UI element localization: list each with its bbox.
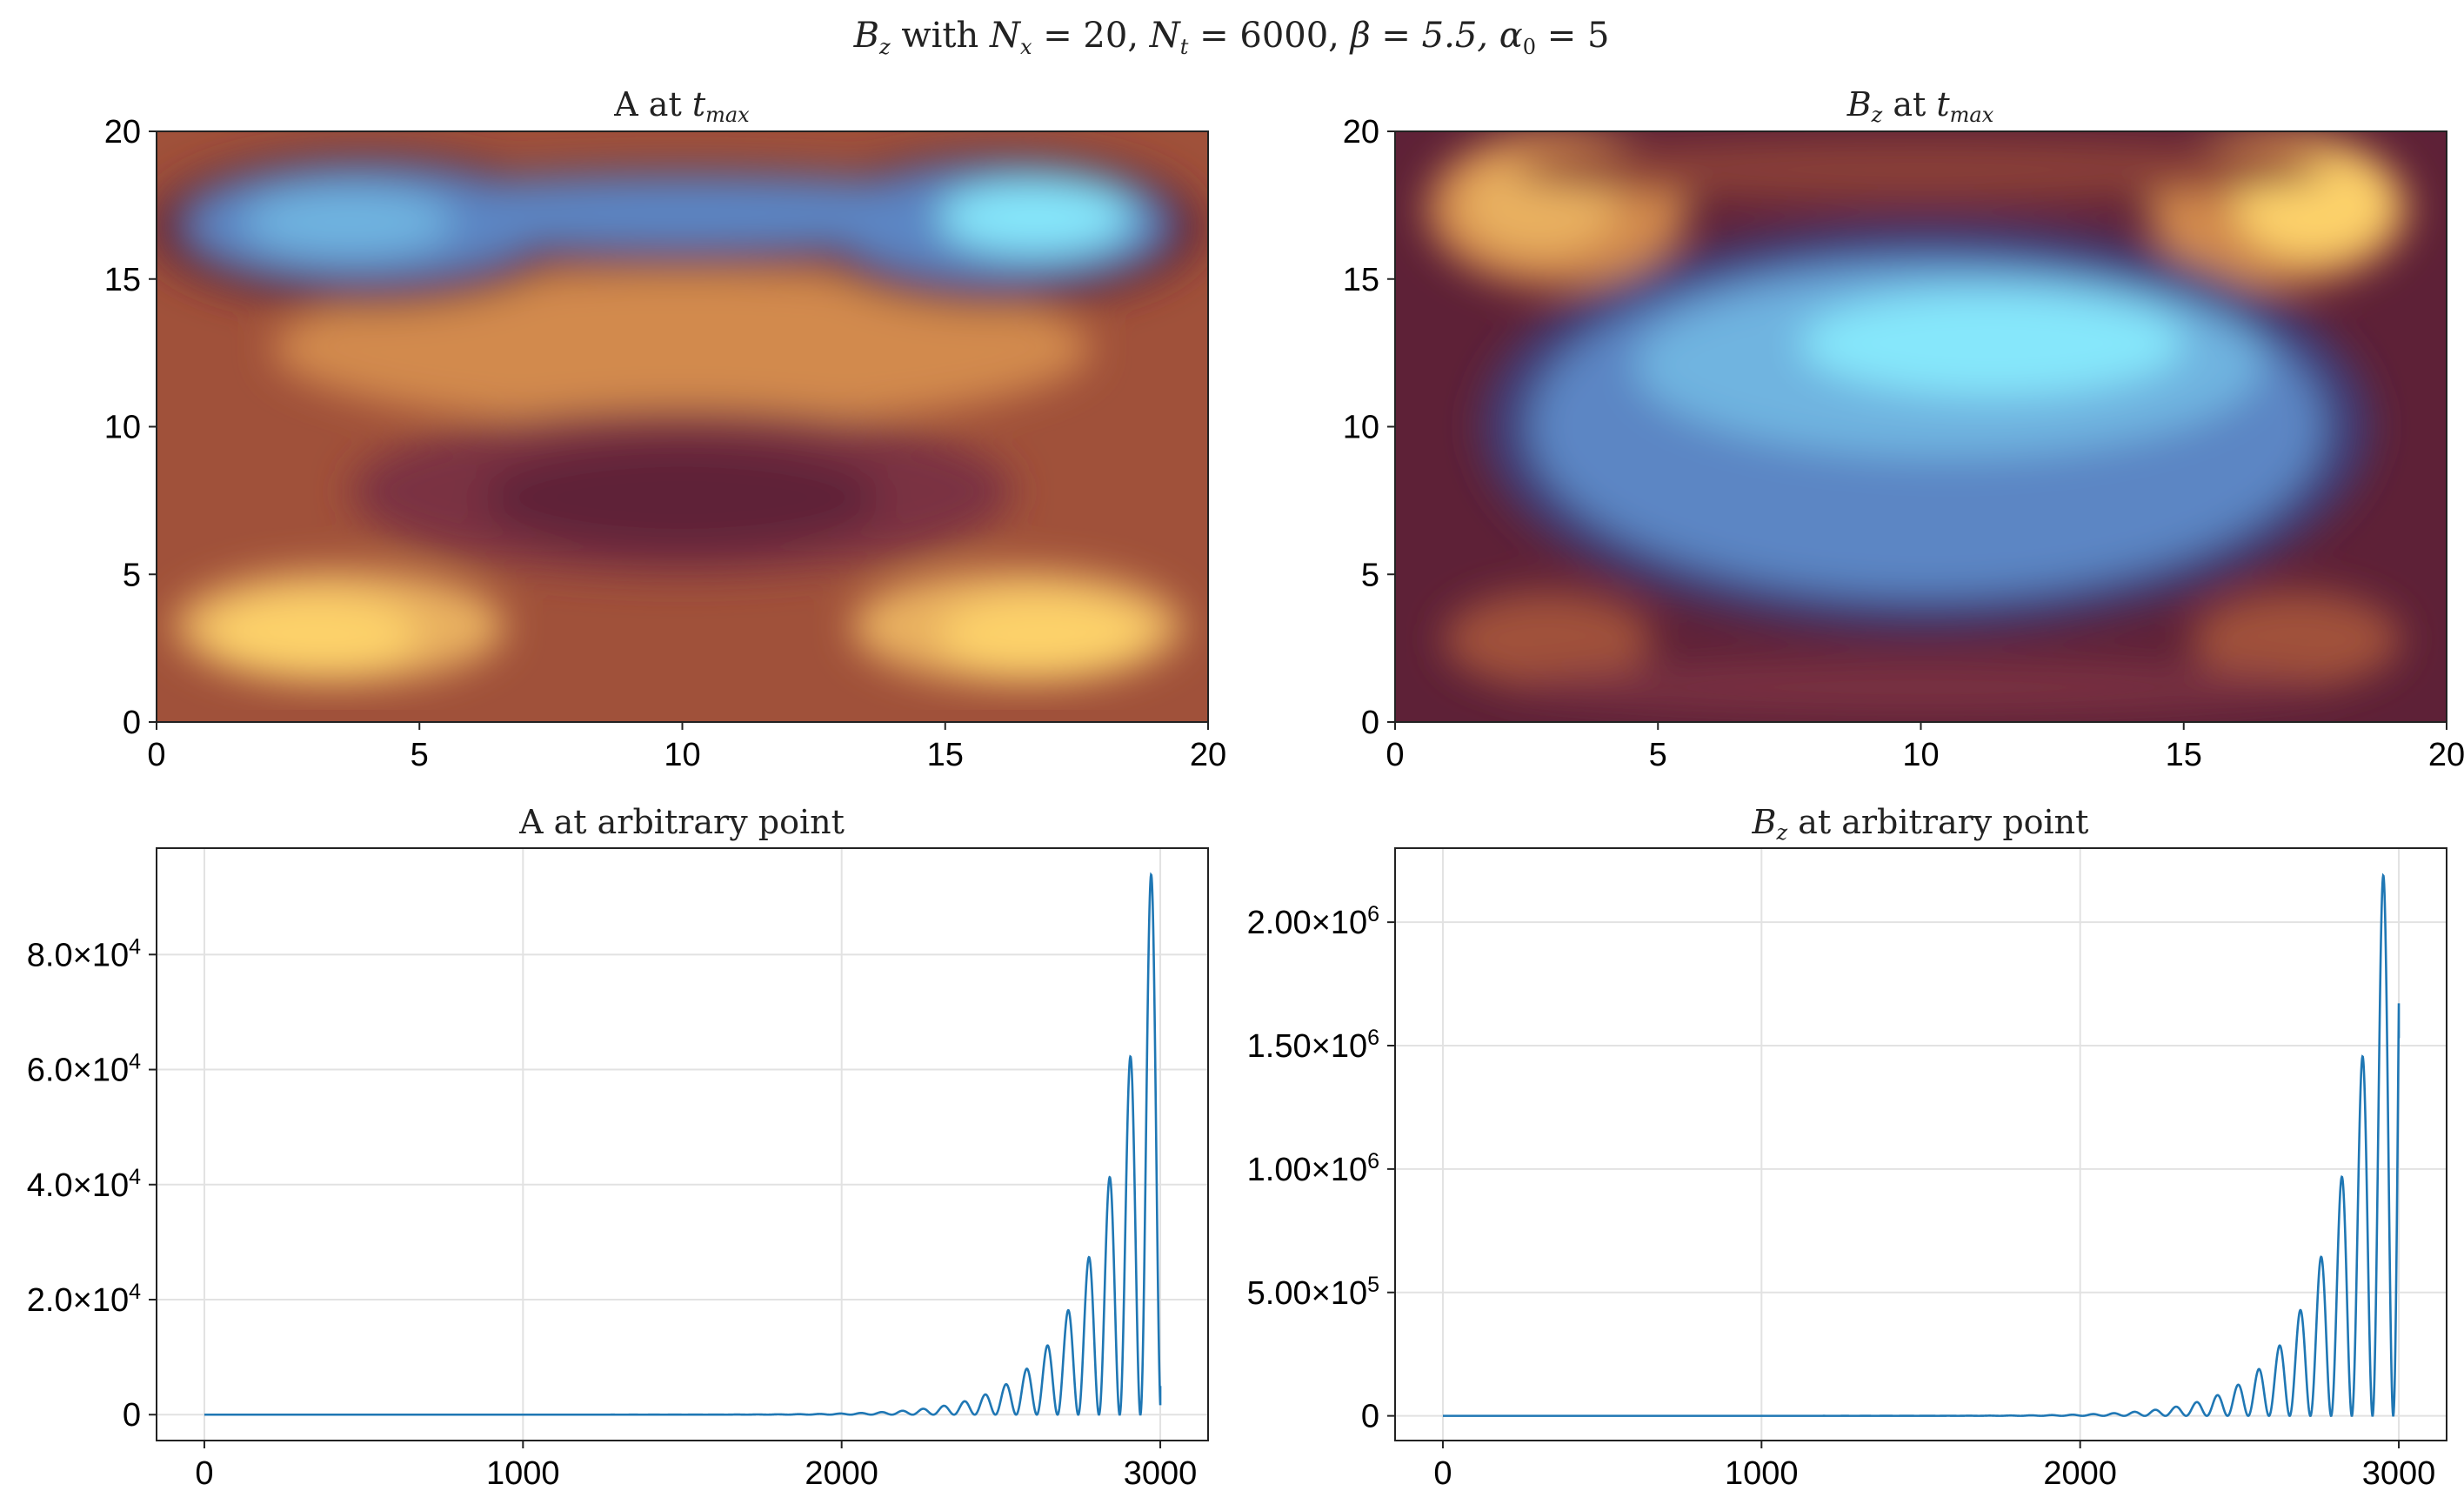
heatmap-bz-x-tick-label: 0 [1386,737,1404,773]
heatmap-a-x-tick-label: 20 [1190,737,1226,773]
heatmap-bz-x-ticks: 0 5 10 15 20 [1386,722,2464,773]
bz-line-x-tick-label: 2000 [2043,1455,2117,1492]
bz-line-y-tick-mantissa: 2.00×10 [1247,905,1367,941]
a-line-x-tick-label: 1000 [486,1455,560,1492]
heatmap-a-y-tick-label: 15 [104,262,141,298]
heatmap-bz-y-tick-label: 15 [1343,262,1379,298]
panel-bz-line: Bz at arbitrary point 0 1000 2000 3000 0 5.0… [1247,803,2447,1492]
panel-bz-heatmap: Bz at tmax 0 5 [1343,85,2464,773]
panel-title-a-heatmap: A at tmax [613,85,750,127]
heatmap-a-x-tick-label: 10 [664,737,700,773]
heatmap-bz-y-tick-label: 20 [1343,114,1379,150]
a-line-y-tick-label: 0 [123,1397,141,1434]
panel-title-a-line: A at arbitrary point [518,803,845,841]
bz-line-y-tick-mantissa: 5.00×10 [1247,1275,1367,1312]
heatmap-bz-x-tick-label: 15 [2166,737,2202,773]
panel-a-line: A at arbitrary point 0 1000 2000 3000 0 2.0×… [27,803,1209,1492]
bz-line-series [1442,873,2401,1417]
bz-line-y-tick-label: 0 [1361,1399,1379,1435]
bz-line-grid [1395,848,2447,1441]
a-line-y-tick-exponent: 4 [129,934,141,959]
bz-line-y-tick-exponent: 6 [1367,902,1379,926]
heatmap-a-x-tick-label: 0 [147,737,165,773]
heatmap-a-x-ticks: 0 5 10 15 20 [147,722,1226,773]
a-line-y-tick-mantissa: 8.0×10 [27,937,129,973]
a-line-frame [156,847,1209,1441]
a-line-y-tick-mantissa: 2.0×10 [27,1282,129,1319]
bz-line-y-tick-mantissa: 1.00×10 [1247,1152,1367,1188]
bz-line-y-tick-mantissa: 1.50×10 [1247,1028,1367,1065]
panel-title-bz-line: Bz at arbitrary point [1752,803,2089,845]
a-line-y-tick-exponent: 4 [129,1280,141,1304]
a-line-y-tick-label: 2.0×104 [27,1280,141,1319]
panel-a-heatmap: A at tmax [104,85,1226,773]
a-line-y-tick-mantissa: 4.0×10 [27,1167,129,1204]
heatmap-a-y-tick-label: 10 [104,410,141,446]
a-line-y-tick-label: 8.0×104 [27,934,141,973]
heatmap-bz-y-tick-label: 0 [1361,705,1379,741]
heatmap-bz-y-tick-label: 10 [1343,410,1379,446]
heatmap-bz-x-tick-label: 20 [2428,737,2464,773]
bz-line-x-ticks: 0 1000 2000 3000 [1433,1441,2435,1492]
bz-line-y-tick-exponent: 6 [1367,1149,1379,1173]
a-line-x-tick-label: 3000 [1124,1455,1198,1492]
a-line-y-tick-mantissa: 6.0×10 [27,1053,129,1089]
bz-line-x-tick-label: 0 [1433,1455,1452,1492]
heatmap-a-x-tick-label: 15 [927,737,964,773]
a-line-y-tick-label: 4.0×104 [27,1165,141,1204]
heatmap-bz-y-ticks: 0 5 10 15 20 [1343,114,1395,741]
bz-line-y-tick-label: 1.50×106 [1247,1026,1379,1065]
bz-line-y-tick-exponent: 5 [1367,1273,1379,1297]
figure-suptitle: Bz with Nx = 20, Nt = 6000, β = 5.5, α0 … [853,16,1610,59]
panel-title-bz-heatmap: Bz at tmax [1846,85,1994,127]
heatmap-a-field [157,150,1205,683]
a-line-y-tick-exponent: 4 [129,1050,141,1074]
a-line-y-tick-label: 6.0×104 [27,1050,141,1089]
heatmap-bz-y-tick-label: 5 [1361,557,1379,593]
heatmap-a-y-tick-label: 20 [104,114,141,150]
heatmap-a-y-tick-label: 5 [123,557,141,593]
bz-line-y-tick-label: 5.00×105 [1247,1273,1379,1312]
heatmap-bz-x-tick-label: 5 [1649,737,1667,773]
bz-line-frame [1394,847,2447,1441]
a-line-y-tick-exponent: 4 [129,1165,141,1189]
bz-line-y-tick-label: 2.00×106 [1247,902,1379,941]
bz-line-x-tick-label: 3000 [2362,1455,2436,1492]
heatmap-a-y-ticks: 0 5 10 15 20 [104,114,157,741]
heatmap-a-y-tick-label: 0 [123,705,141,741]
bz-line-y-tick-label: 1.00×106 [1247,1149,1379,1188]
a-line-series [204,872,1162,1416]
heatmap-bz-x-tick-label: 10 [1902,737,1939,773]
bz-line-y-tick-exponent: 6 [1367,1026,1379,1050]
a-line-x-tick-label: 2000 [805,1455,878,1492]
a-line-x-ticks: 0 1000 2000 3000 [195,1441,1197,1492]
heatmap-a-x-tick-label: 5 [411,737,429,773]
bz-line-x-tick-label: 1000 [1725,1455,1799,1492]
a-line-x-tick-label: 0 [195,1455,213,1492]
heatmap-bz-field [1426,131,2409,713]
